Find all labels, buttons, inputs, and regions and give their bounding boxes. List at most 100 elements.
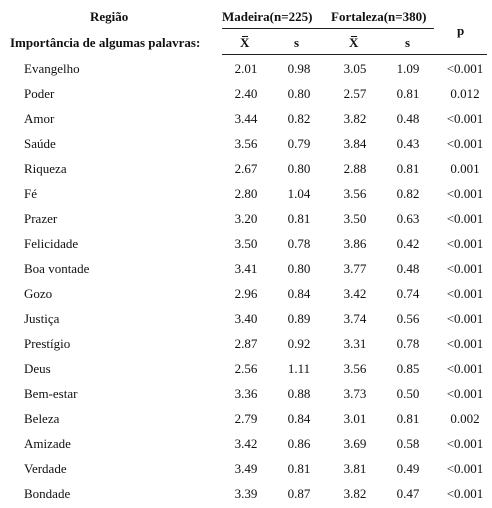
fortaleza-group-header: Fortaleza(n=380)	[331, 9, 427, 24]
madeira-mean-cell: 3.20	[234, 211, 258, 226]
p-value-cell: <0.001	[446, 211, 484, 226]
madeira-mean-cell: 3.44	[234, 111, 258, 126]
fortaleza-mean-cell: 3.31	[343, 336, 367, 351]
madeira-mean-cell: 2.67	[234, 161, 258, 176]
word-cell: Amor	[24, 111, 55, 126]
fortaleza-sd-cell: 0.47	[396, 486, 420, 501]
word-cell: Prestígio	[24, 336, 71, 351]
madeira-mean-cell: 3.42	[234, 436, 258, 451]
fortaleza-sd-cell: 1.09	[396, 61, 420, 76]
fortaleza-sd-cell: 0.81	[396, 411, 420, 426]
fortaleza-mean-cell: 3.56	[343, 186, 367, 201]
madeira-sd-cell: 0.78	[287, 236, 311, 251]
fortaleza-mean-cell: 2.88	[343, 161, 367, 176]
madeira-sd-cell: 0.82	[287, 111, 311, 126]
word-cell: Evangelho	[24, 61, 80, 76]
madeira-sd-header: s	[294, 35, 300, 50]
p-value-cell: <0.001	[446, 311, 484, 326]
word-cell: Boa vontade	[24, 261, 90, 276]
p-value-cell: <0.001	[446, 486, 484, 501]
word-cell: Fé	[24, 186, 37, 201]
fortaleza-mean-header: X	[349, 35, 359, 50]
madeira-mean-cell: 3.39	[234, 486, 258, 501]
fortaleza-mean-cell: 3.42	[343, 286, 367, 301]
word-cell: Deus	[24, 361, 51, 376]
fortaleza-sd-cell: 0.74	[396, 286, 420, 301]
madeira-mean-cell: 3.40	[234, 311, 258, 326]
fortaleza-mean-cell: 3.05	[343, 61, 367, 76]
fortaleza-sd-cell: 0.63	[396, 211, 420, 226]
fortaleza-mean-cell: 3.82	[343, 486, 367, 501]
madeira-sd-cell: 0.80	[287, 86, 311, 101]
fortaleza-mean-cell: 3.50	[343, 211, 367, 226]
p-value-cell: <0.001	[446, 186, 484, 201]
p-value-cell: <0.001	[446, 361, 484, 376]
fortaleza-sd-cell: 0.81	[396, 161, 420, 176]
word-cell: Amizade	[24, 436, 71, 451]
p-value-cell: <0.001	[446, 261, 484, 276]
fortaleza-mean-cell: 3.86	[343, 236, 367, 251]
madeira-sd-cell: 0.79	[287, 136, 311, 151]
madeira-sd-cell: 1.04	[287, 186, 311, 201]
fortaleza-mean-cell: 3.81	[343, 461, 367, 476]
fortaleza-mean-cell: 3.84	[343, 136, 367, 151]
madeira-sd-cell: 0.89	[287, 311, 311, 326]
p-value-cell: 0.001	[450, 161, 480, 176]
word-cell: Gozo	[24, 286, 53, 301]
fortaleza-mean-cell: 3.01	[343, 411, 367, 426]
p-value-cell: <0.001	[446, 236, 484, 251]
fortaleza-mean-cell: 3.77	[343, 261, 367, 276]
madeira-sd-cell: 0.80	[287, 161, 311, 176]
fortaleza-sd-header: s	[405, 35, 411, 50]
p-value-cell: <0.001	[446, 136, 484, 151]
madeira-sd-cell: 0.81	[287, 211, 311, 226]
madeira-mean-cell: 3.49	[234, 461, 258, 476]
madeira-sd-cell: 0.84	[287, 411, 311, 426]
words-subtitle: Importância de algumas palavras:	[10, 35, 201, 50]
word-cell: Bondade	[24, 486, 71, 501]
fortaleza-sd-cell: 0.49	[396, 461, 420, 476]
header-bottom-rule	[222, 54, 487, 55]
madeira-sd-cell: 0.86	[287, 436, 311, 451]
fortaleza-sd-cell: 0.78	[396, 336, 420, 351]
fortaleza-sd-cell: 0.85	[396, 361, 420, 376]
madeira-mean-cell: 3.41	[234, 261, 258, 276]
madeira-sd-cell: 0.88	[287, 386, 311, 401]
madeira-sd-cell: 0.80	[287, 261, 311, 276]
madeira-mean-cell: 2.01	[234, 61, 258, 76]
p-value-cell: 0.002	[450, 411, 480, 426]
p-value-cell: <0.001	[446, 61, 484, 76]
fortaleza-sd-cell: 0.48	[396, 261, 420, 276]
group-header-rule	[222, 28, 434, 29]
madeira-mean-cell: 3.36	[234, 386, 258, 401]
word-cell: Prazer	[24, 211, 58, 226]
p-value-cell: <0.001	[446, 386, 484, 401]
fortaleza-mean-cell: 3.69	[343, 436, 367, 451]
fortaleza-sd-cell: 0.48	[396, 111, 420, 126]
p-value-cell: <0.001	[446, 286, 484, 301]
fortaleza-sd-cell: 0.82	[396, 186, 420, 201]
p-value-cell: <0.001	[446, 336, 484, 351]
word-cell: Justiça	[24, 311, 60, 326]
madeira-mean-cell: 2.87	[234, 336, 258, 351]
fortaleza-mean-cell: 2.57	[343, 86, 367, 101]
madeira-mean-cell: 2.40	[234, 86, 258, 101]
fortaleza-sd-cell: 0.58	[396, 436, 420, 451]
madeira-mean-cell: 2.96	[234, 286, 258, 301]
madeira-mean-cell: 3.50	[234, 236, 258, 251]
word-cell: Poder	[24, 86, 55, 101]
p-value-header: p	[457, 23, 465, 38]
madeira-mean-header: X	[240, 35, 250, 50]
madeira-sd-cell: 0.81	[287, 461, 311, 476]
madeira-mean-cell: 3.56	[234, 136, 258, 151]
madeira-mean-cell: 2.56	[234, 361, 258, 376]
fortaleza-sd-cell: 0.42	[396, 236, 420, 251]
fortaleza-mean-cell: 3.74	[343, 311, 367, 326]
madeira-mean-cell: 2.80	[234, 186, 258, 201]
fortaleza-sd-cell: 0.56	[396, 311, 420, 326]
madeira-sd-cell: 0.84	[287, 286, 311, 301]
madeira-sd-cell: 0.87	[287, 486, 311, 501]
fortaleza-mean-cell: 3.73	[343, 386, 367, 401]
fortaleza-sd-cell: 0.81	[396, 86, 420, 101]
p-value-cell: <0.001	[446, 111, 484, 126]
